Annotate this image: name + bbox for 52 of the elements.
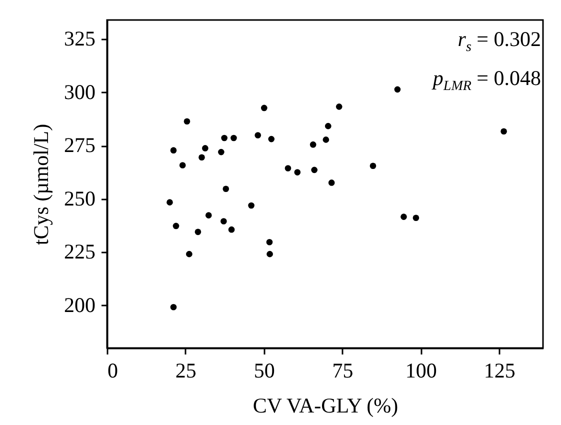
point bbox=[166, 199, 173, 206]
point bbox=[221, 134, 228, 142]
x-tick-label: 100 bbox=[405, 358, 437, 382]
point bbox=[394, 86, 401, 93]
point bbox=[500, 128, 507, 135]
y-tick-label: 325 bbox=[64, 26, 96, 51]
point bbox=[254, 132, 262, 138]
y-tick-label: 300 bbox=[64, 80, 96, 104]
annotation: r$_{s}$ = 0.302 bbox=[456, 26, 541, 58]
point bbox=[198, 154, 205, 161]
point bbox=[218, 148, 224, 156]
point bbox=[400, 214, 407, 220]
y-tick-label: 225 bbox=[64, 240, 96, 264]
point bbox=[294, 169, 301, 176]
y-axis-title: tCys (µmol/L) bbox=[29, 124, 53, 246]
point bbox=[194, 228, 202, 236]
point bbox=[324, 122, 332, 130]
point bbox=[268, 136, 275, 142]
point bbox=[230, 134, 237, 142]
point bbox=[170, 147, 177, 154]
point bbox=[248, 202, 254, 209]
point bbox=[260, 104, 268, 112]
point bbox=[310, 141, 316, 148]
point bbox=[170, 304, 177, 310]
point bbox=[336, 104, 342, 110]
y-tick-label: 200 bbox=[64, 292, 96, 317]
x-tick-label: 25 bbox=[175, 358, 196, 382]
point bbox=[186, 250, 192, 258]
point bbox=[311, 166, 318, 174]
y-tick-label: 275 bbox=[64, 133, 96, 158]
point bbox=[328, 180, 335, 186]
point bbox=[266, 238, 273, 246]
point bbox=[220, 218, 227, 224]
point bbox=[412, 214, 420, 222]
point bbox=[370, 162, 376, 170]
point bbox=[202, 145, 208, 152]
x-tick-label: 50 bbox=[254, 358, 275, 382]
point bbox=[266, 250, 273, 258]
annotation: p$_{LMR}$ = 0.048 bbox=[432, 65, 541, 96]
x-tick-label: 125 bbox=[484, 358, 516, 382]
point bbox=[205, 212, 212, 218]
x-tick-label: 0 bbox=[108, 358, 118, 382]
point bbox=[184, 118, 190, 125]
point bbox=[228, 226, 235, 233]
x-tick-label: 75 bbox=[332, 358, 354, 382]
point bbox=[222, 186, 230, 192]
point bbox=[322, 136, 330, 143]
point bbox=[172, 222, 180, 230]
x-axis-title: CV VA-GLY (%) bbox=[252, 394, 398, 418]
y-tick-label: 250 bbox=[64, 186, 96, 210]
point bbox=[284, 165, 292, 172]
point bbox=[179, 162, 186, 168]
